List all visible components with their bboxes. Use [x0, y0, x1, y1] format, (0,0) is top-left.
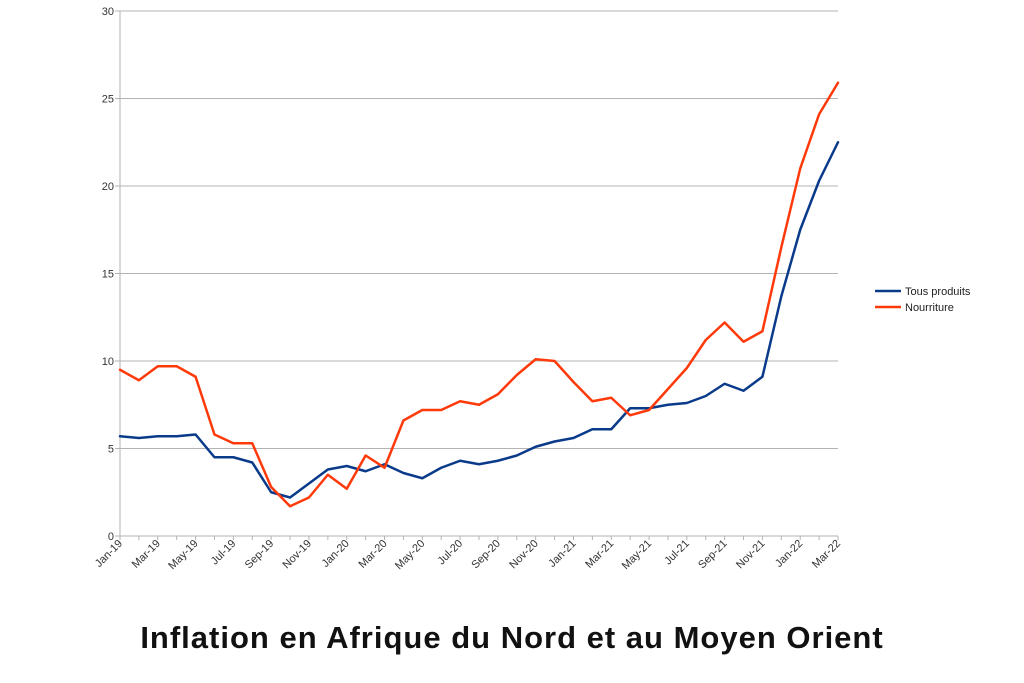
x-axis-tick-labels: Jan-19 Mar-19 May-19 Jul-19 Sep-19 Nov-19 Jan-…	[93, 538, 843, 572]
x-tick-label: Mar-21	[583, 538, 616, 571]
gridlines	[120, 10, 838, 537]
x-tick-label: Jul-19	[209, 538, 239, 568]
legend-label-2: Nourriture	[905, 302, 954, 314]
x-tick-label: May-20	[393, 538, 427, 572]
x-tick-label: Jul-21	[662, 538, 692, 568]
axes	[115, 10, 839, 540]
y-tick-label: 25	[102, 94, 114, 106]
chart-title: Inflation en Afrique du Nord et au Moyen…	[140, 620, 884, 655]
x-tick-label: Nov-19	[281, 538, 315, 572]
x-tick-label: Nov-21	[734, 538, 768, 572]
x-tick-label: Jan-20	[320, 538, 352, 570]
y-tick-label: 15	[102, 269, 114, 281]
x-tick-label: Mar-19	[130, 538, 163, 571]
y-tick-label: 5	[108, 444, 114, 456]
y-tick-label: 30	[102, 6, 114, 18]
x-tick-label: Jul-20	[436, 538, 466, 568]
series-line-1	[118, 141, 840, 499]
x-tick-label: Jan-22	[773, 538, 805, 570]
series-lines	[118, 81, 840, 508]
series-line-2	[118, 81, 840, 508]
x-tick-label: Sep-21	[696, 538, 730, 572]
x-tick-label: May-21	[620, 538, 654, 572]
x-tick-label: Nov-20	[507, 538, 541, 572]
legend: Tous produits Nourriture	[875, 286, 971, 314]
y-tick-label: 20	[102, 181, 114, 193]
x-tick-label: Mar-20	[357, 538, 390, 571]
y-tick-label: 0	[108, 531, 114, 543]
y-axis-tick-labels: 0 5 10 15 20 25 30	[102, 6, 114, 543]
x-tick-label: Sep-20	[469, 538, 503, 572]
x-tick-label: May-19	[166, 538, 200, 572]
legend-label-1: Tous produits	[905, 286, 971, 298]
x-tick-label: Sep-19	[243, 538, 277, 572]
x-tick-label: Mar-22	[810, 538, 843, 571]
y-tick-label: 10	[102, 356, 114, 368]
x-tick-label: Jan-21	[546, 538, 578, 570]
